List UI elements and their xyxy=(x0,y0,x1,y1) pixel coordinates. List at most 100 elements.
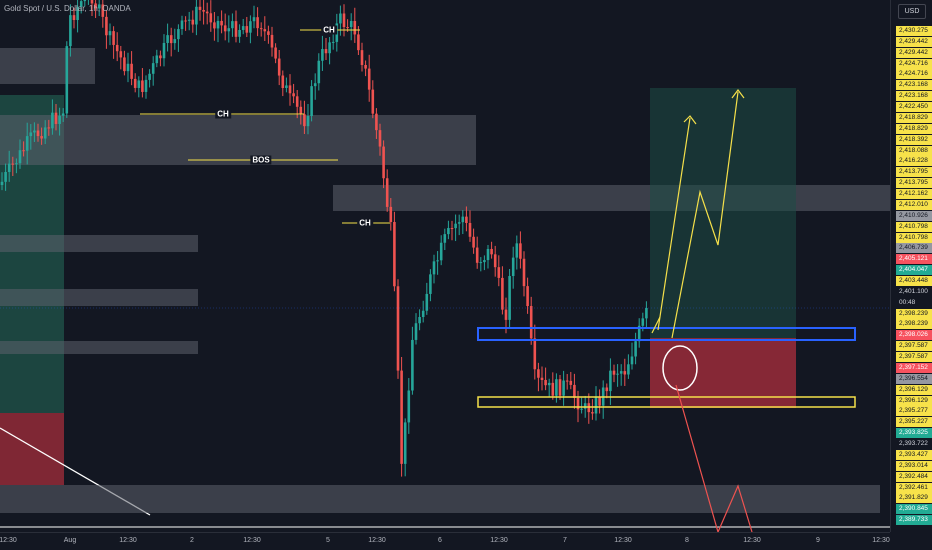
price-label: 2,418.088 xyxy=(896,145,932,156)
candle-body xyxy=(47,127,51,129)
candle-body xyxy=(223,25,227,32)
candle-body xyxy=(544,379,547,386)
candle-body xyxy=(385,178,389,207)
candle-body xyxy=(277,58,281,76)
gray-zone xyxy=(0,48,95,84)
candle-body xyxy=(342,13,346,28)
candle-body xyxy=(504,309,508,320)
price-label: 2,413.795 xyxy=(896,178,932,189)
candle-body xyxy=(249,21,252,33)
candle-body xyxy=(180,20,184,30)
candle-body xyxy=(555,379,558,396)
candle-body xyxy=(447,228,450,235)
ch-label-2: CH xyxy=(215,109,231,119)
time-label: 12:30 xyxy=(490,537,508,544)
candle-body xyxy=(591,412,594,414)
price-label: 2,416.228 xyxy=(896,156,932,167)
candle-body xyxy=(166,35,169,43)
candle-body xyxy=(231,21,234,29)
price-label: 2,397.587 xyxy=(896,341,932,352)
candle-body xyxy=(533,338,537,370)
candle-body xyxy=(490,248,493,255)
candle-body xyxy=(101,4,105,17)
candle-body xyxy=(202,9,205,12)
bos-label: BOS xyxy=(250,155,272,165)
candle-body xyxy=(61,113,65,116)
candle-body xyxy=(4,171,7,182)
arrowhead-1 xyxy=(683,115,697,125)
candle-body xyxy=(198,6,202,10)
candle-body xyxy=(238,29,241,37)
candle-body xyxy=(317,60,321,84)
time-label: 12:30 xyxy=(743,537,761,544)
candle-body xyxy=(418,317,421,324)
candle-body xyxy=(259,28,263,30)
candle-body xyxy=(321,49,324,61)
candle-body xyxy=(15,163,18,165)
candle-body xyxy=(450,228,454,230)
candle-body xyxy=(389,206,393,223)
time-label: 12:30 xyxy=(0,537,17,544)
candle-body xyxy=(310,86,313,117)
small-arrow xyxy=(651,316,661,334)
target-zone xyxy=(650,88,796,338)
candle-body xyxy=(65,46,69,114)
candle-body xyxy=(400,370,403,464)
candle-body xyxy=(292,93,295,97)
ch-label-1: CH xyxy=(321,25,337,35)
chart-canvas[interactable] xyxy=(0,0,890,532)
candle-body xyxy=(630,356,634,365)
candle-body xyxy=(173,39,177,44)
candle-body xyxy=(144,79,148,92)
candle-body xyxy=(328,42,331,54)
candle-body xyxy=(421,310,425,318)
candle-body xyxy=(177,29,180,40)
gray-zone xyxy=(333,185,890,211)
price-label: 2,424.716 xyxy=(896,69,932,80)
candle-body xyxy=(511,257,515,277)
candle-body xyxy=(425,293,429,311)
price-label: 2,398.026 xyxy=(896,330,932,341)
candle-body xyxy=(594,396,598,414)
price-label: 2,401.100 xyxy=(896,286,932,297)
candle-body xyxy=(457,222,461,224)
candle-body xyxy=(443,234,447,243)
candle-body xyxy=(115,44,119,52)
candle-body xyxy=(339,13,342,24)
candle-body xyxy=(522,258,526,287)
candle-body xyxy=(25,136,29,151)
candle-body xyxy=(11,163,15,165)
candle-body xyxy=(274,47,277,59)
candle-body xyxy=(51,112,54,129)
candle-body xyxy=(112,31,115,45)
candle-body xyxy=(205,11,209,14)
candle-body xyxy=(141,80,144,92)
candle-body xyxy=(547,382,551,386)
candle-body xyxy=(519,243,522,259)
red-arrow xyxy=(675,384,753,532)
price-label: 2,410.798 xyxy=(896,232,932,243)
symbol-title[interactable]: Gold Spot / U.S. Dollar, 1h, OANDA xyxy=(4,4,131,13)
entry-circle xyxy=(662,345,698,391)
candle-body xyxy=(324,49,328,54)
price-chart-area[interactable]: Gold Spot / U.S. Dollar, 1h, OANDA xyxy=(0,0,890,532)
candle-body xyxy=(645,308,648,319)
candle-body xyxy=(97,4,101,9)
price-label: 2,429.442 xyxy=(896,47,932,58)
candle-body xyxy=(558,379,562,396)
candle-body xyxy=(72,15,76,21)
candle-body xyxy=(371,89,375,114)
price-label: 00:48 xyxy=(896,297,932,308)
price-label: 2,393.825 xyxy=(896,428,932,439)
candle-body xyxy=(349,21,353,28)
price-label: 2,398.239 xyxy=(896,319,932,330)
price-label: 2,393.014 xyxy=(896,460,932,471)
candle-body xyxy=(130,63,133,79)
candle-body xyxy=(562,380,565,396)
candle-body xyxy=(497,267,501,278)
candle-body xyxy=(609,370,612,392)
price-label: 2,395.277 xyxy=(896,406,932,417)
currency-label[interactable]: USD xyxy=(898,4,926,19)
time-axis[interactable] xyxy=(0,532,890,550)
